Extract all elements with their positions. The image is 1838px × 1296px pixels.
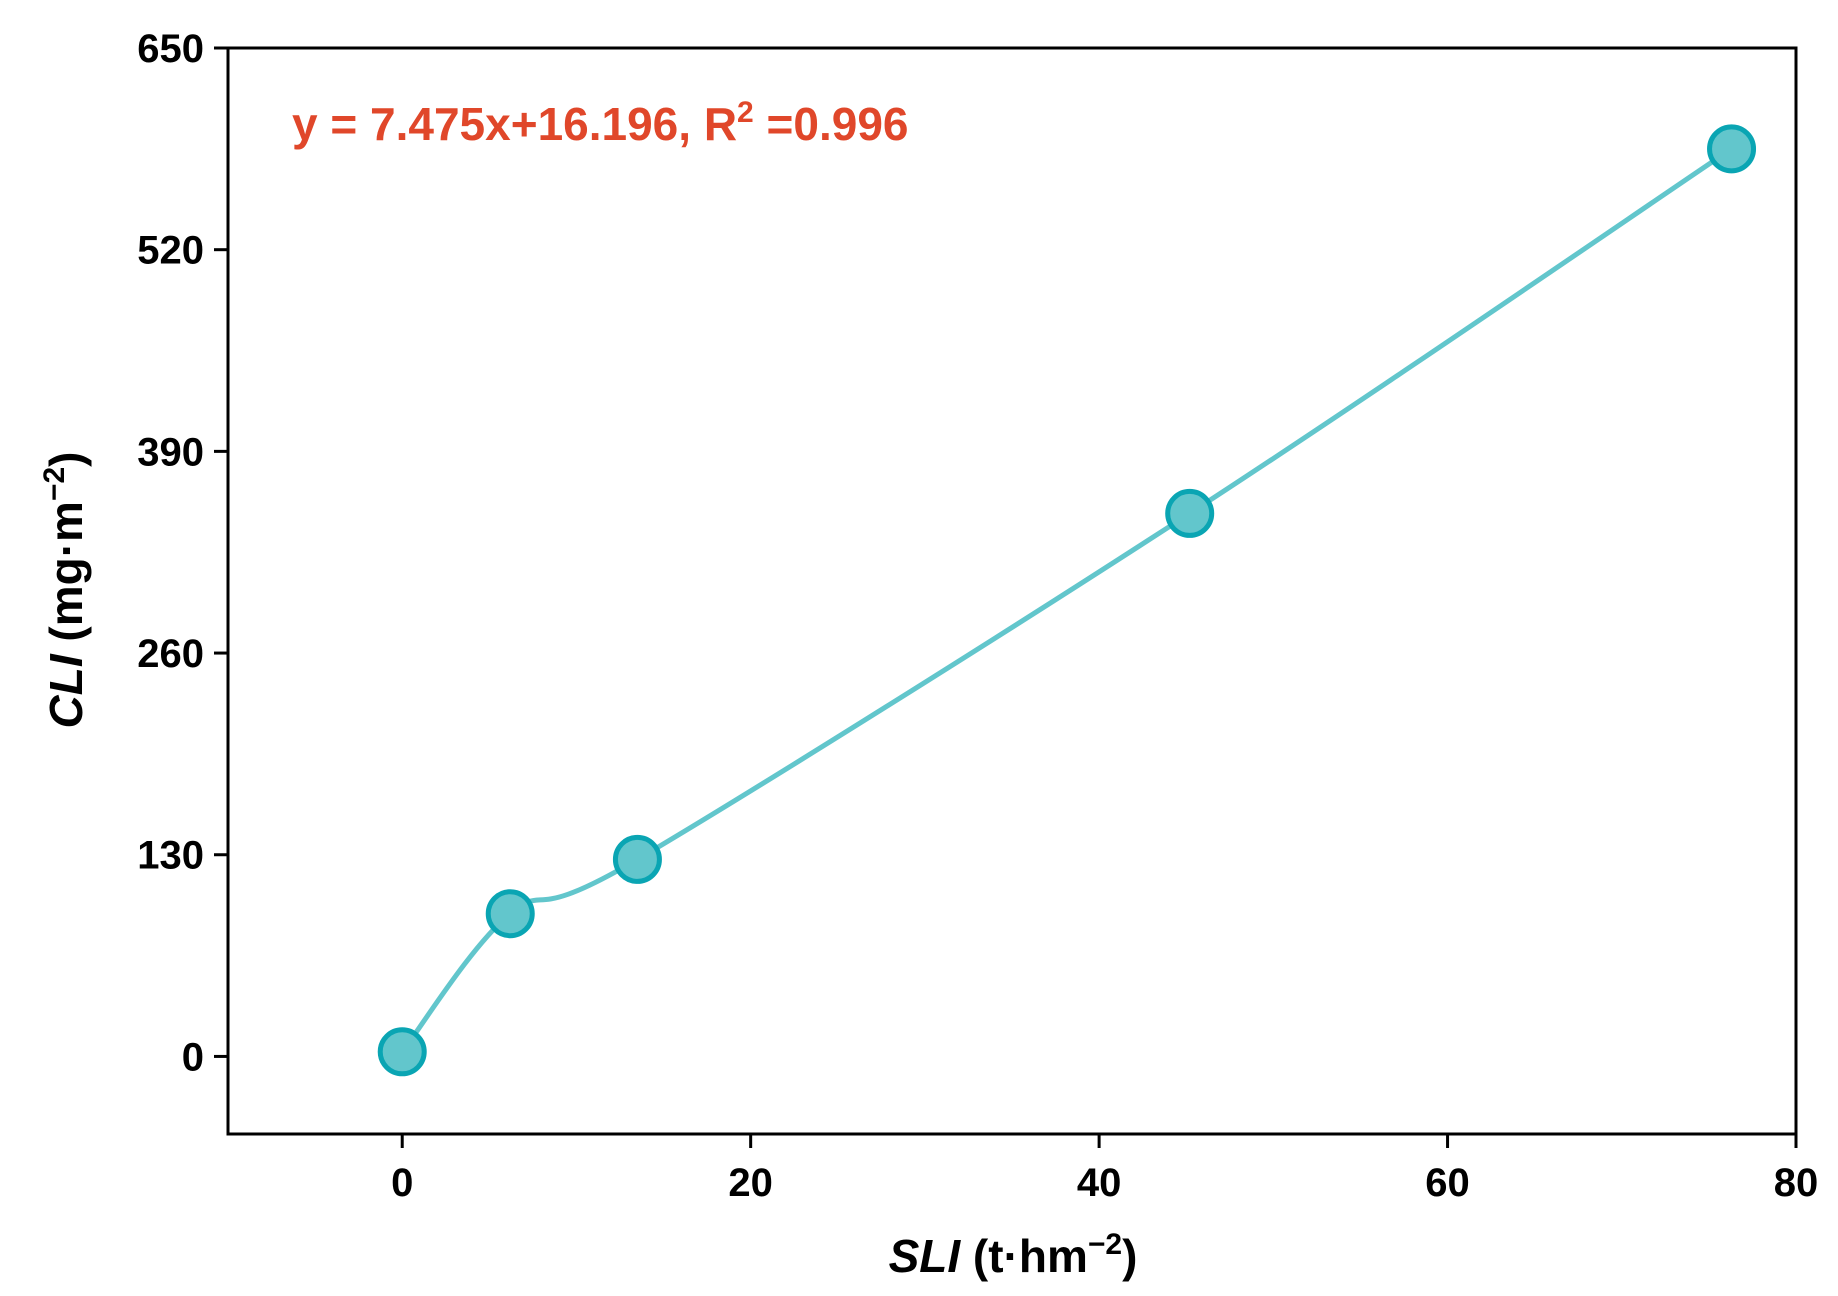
- y-axis-title-var: CLI: [40, 653, 92, 728]
- y-axis-title: CLI (mg·m−2): [38, 452, 92, 729]
- equation-main: y = 7.475x+16.196, R: [292, 98, 737, 150]
- x-tick-label: 60: [1425, 1161, 1470, 1205]
- x-tick-label: 20: [728, 1161, 773, 1205]
- equation-tail: =0.996: [754, 98, 909, 150]
- y-axis-ticks: 0 130 260 390 520 650: [137, 27, 228, 1079]
- y-axis-title-close: ): [40, 452, 92, 467]
- series-line: [400, 146, 1733, 1054]
- x-axis-title-exp: −2: [1088, 1228, 1122, 1261]
- y-tick-label: 390: [137, 430, 204, 474]
- x-axis-ticks: 0 20 40 60 80: [391, 1134, 1818, 1205]
- data-point: [1165, 488, 1215, 538]
- y-tick-label: 130: [137, 834, 204, 878]
- data-point: [377, 1027, 427, 1077]
- plot-frame: [226, 46, 1798, 1136]
- y-tick-label: 0: [182, 1035, 204, 1079]
- regression-equation: y = 7.475x+16.196, R2 =0.996: [292, 96, 909, 150]
- y-axis-title-unit: (mg·m: [40, 501, 92, 654]
- series-markers: [377, 124, 1757, 1077]
- x-tick-label: 40: [1077, 1161, 1122, 1205]
- x-tick-label: 80: [1774, 1161, 1819, 1205]
- y-tick-label: 650: [137, 27, 204, 71]
- x-axis-title: SLI (t·hm−2): [889, 1228, 1138, 1282]
- equation-superscript: 2: [737, 96, 754, 129]
- x-axis-title-var: SLI: [889, 1230, 962, 1282]
- y-axis-title-exp: −2: [38, 467, 71, 501]
- data-point: [485, 889, 535, 939]
- y-tick-label: 520: [137, 229, 204, 273]
- x-axis-title-close: ): [1122, 1230, 1137, 1282]
- data-point: [612, 834, 662, 884]
- data-point: [1707, 124, 1757, 174]
- x-tick-label: 0: [391, 1161, 413, 1205]
- y-tick-label: 260: [137, 632, 204, 676]
- x-axis-title-unit: (t·hm: [960, 1230, 1088, 1282]
